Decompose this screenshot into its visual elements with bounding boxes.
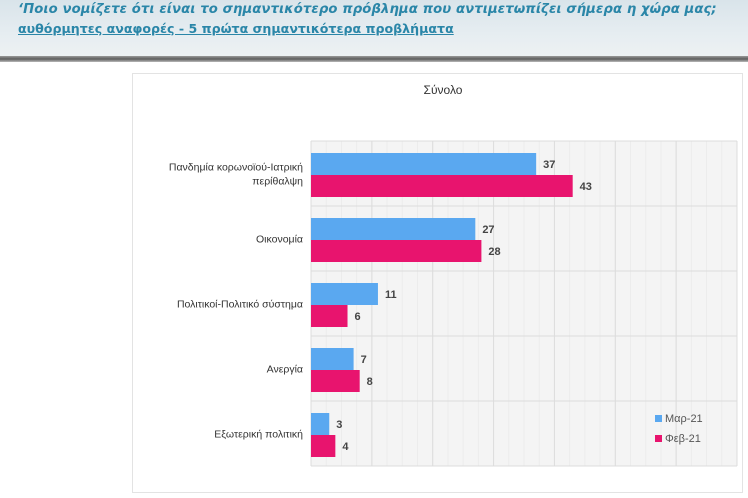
chart-title: Σύνολο bbox=[424, 83, 463, 97]
category-label: Πανδημία κορωνοϊού-Ιατρική bbox=[169, 162, 303, 174]
category-label: Ανεργία bbox=[267, 364, 303, 376]
chart-container: Σύνολο Πανδημία κορωνοϊού-Ιατρική περίθαλ… bbox=[132, 73, 743, 493]
header-banner: ‘Ποιο νομίζετε ότι είναι το σημαντικότερ… bbox=[0, 0, 748, 56]
data-label: 3 bbox=[336, 419, 342, 431]
data-label: 4 bbox=[342, 441, 349, 453]
bar-mar-21[interactable] bbox=[311, 413, 330, 435]
bar-feb-21[interactable] bbox=[311, 435, 336, 457]
plot-area: Πανδημία κορωνοϊού-Ιατρικήπερίθαλψη3743Ο… bbox=[169, 140, 738, 467]
data-label: 11 bbox=[385, 289, 397, 301]
category-label: περίθαλψη bbox=[252, 176, 303, 188]
data-label: 8 bbox=[367, 376, 373, 388]
survey-question: ‘Ποιο νομίζετε ότι είναι το σημαντικότερ… bbox=[18, 2, 717, 17]
data-label: 27 bbox=[482, 224, 494, 236]
bar-mar-21[interactable] bbox=[311, 153, 537, 175]
bar-feb-21[interactable] bbox=[311, 305, 348, 327]
legend-entry[interactable]: Φεβ-21 bbox=[665, 433, 701, 445]
legend-swatch bbox=[655, 435, 662, 442]
header-divider bbox=[0, 56, 748, 62]
category-label: Πολιτικοί-Πολιτικό σύστημα bbox=[177, 299, 303, 311]
data-label: 37 bbox=[543, 159, 555, 171]
data-label: 43 bbox=[580, 181, 592, 193]
bar-feb-21[interactable] bbox=[311, 370, 360, 392]
data-label: 6 bbox=[355, 311, 361, 323]
bar-mar-21[interactable] bbox=[311, 283, 378, 305]
bar-feb-21[interactable] bbox=[311, 240, 482, 262]
legend-swatch bbox=[655, 415, 662, 422]
category-label: Οικονομία bbox=[256, 234, 303, 246]
category-label: Εξωτερική πολιτική bbox=[214, 429, 303, 441]
bar-chart: Σύνολο Πανδημία κορωνοϊού-Ιατρική περίθαλ… bbox=[169, 83, 738, 467]
data-label: 28 bbox=[488, 246, 500, 258]
bar-mar-21[interactable] bbox=[311, 348, 354, 370]
legend-entry[interactable]: Μαρ-21 bbox=[665, 413, 703, 425]
bar-mar-21[interactable] bbox=[311, 218, 476, 240]
survey-subtitle-link[interactable]: αυθόρμητες αναφορές - 5 πρώτα σημαντικότ… bbox=[18, 21, 454, 36]
bar-feb-21[interactable] bbox=[311, 175, 573, 197]
data-label: 7 bbox=[361, 354, 367, 366]
